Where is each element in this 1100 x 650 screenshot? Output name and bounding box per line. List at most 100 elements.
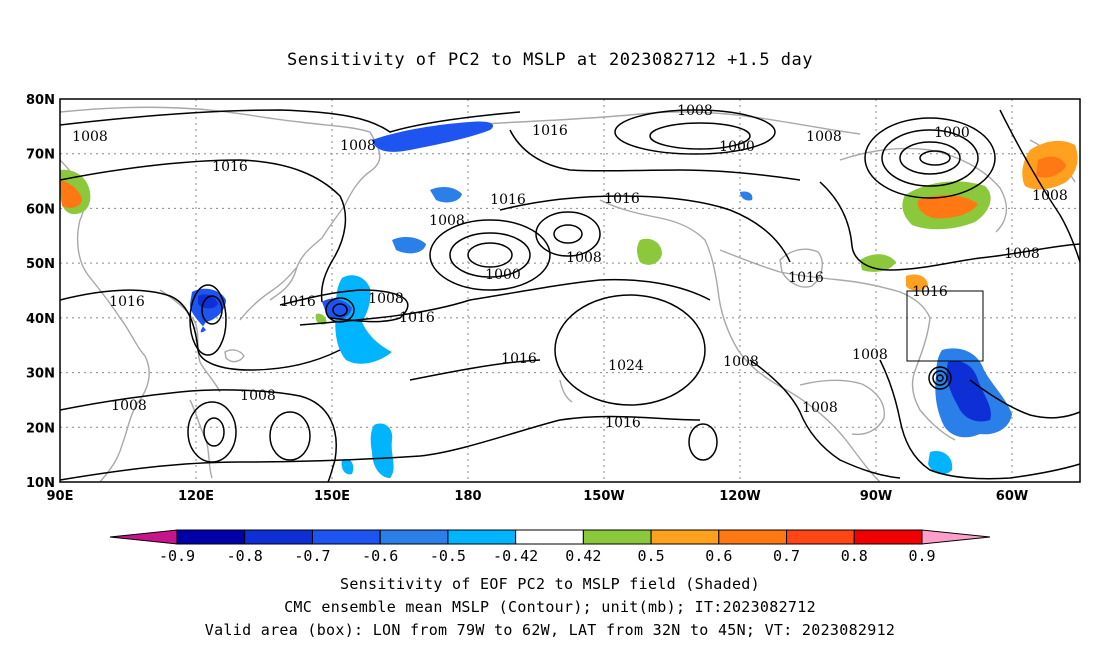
shade-patch xyxy=(60,180,82,208)
contour-label: 1008 xyxy=(802,400,838,416)
contour-label: 1008 xyxy=(111,398,147,414)
colorbar-over-triangle xyxy=(921,529,991,545)
coastline-path xyxy=(239,267,297,321)
caption-shading: Sensitivity of EOF PC2 to MSLP field (Sh… xyxy=(340,575,760,593)
shade-patch xyxy=(928,450,953,475)
shade-patch xyxy=(740,191,753,201)
contour-line xyxy=(59,289,341,371)
colorbar-tick-label: 0.7 xyxy=(773,547,800,565)
colorbar-swatch xyxy=(582,529,652,545)
contour-label: 1008 xyxy=(368,291,404,307)
coastline-path xyxy=(719,249,956,441)
contour-label: 1016 xyxy=(109,294,145,310)
contour-line xyxy=(59,159,347,303)
contour-label: 1016 xyxy=(280,294,316,310)
contour-line xyxy=(881,129,979,187)
contour-line xyxy=(499,195,791,263)
colorbar-tick-label: 0.8 xyxy=(841,547,868,565)
colorbar-swatch xyxy=(447,529,517,545)
contour-label: 1024 xyxy=(608,358,644,374)
contour-label: 1008 xyxy=(72,129,108,145)
contour-line xyxy=(409,359,541,381)
shade-patch xyxy=(946,360,991,422)
contour-line xyxy=(59,109,521,133)
lon-tick-label: 90W xyxy=(860,489,892,504)
lon-tick-label: 120W xyxy=(719,489,760,504)
contour-label: 1016 xyxy=(788,270,824,286)
colorbar-swatch xyxy=(379,529,449,545)
coastline-path xyxy=(224,349,245,363)
contour-line xyxy=(509,129,801,181)
contour-label: 1000 xyxy=(719,139,755,155)
lon-tick-label: 120E xyxy=(178,489,214,504)
contour-line xyxy=(189,284,227,356)
contour-label: 1008 xyxy=(723,354,759,370)
caption-valid-area: Valid area (box): LON from 79W to 62W, L… xyxy=(204,621,896,639)
contour-line xyxy=(203,417,225,447)
lat-tick-label: 50N xyxy=(26,257,55,272)
colorbar-tick-labels: -0.9 -0.8 -0.7 -0.6 -0.5 -0.42 0.42 0.5 0.6 0.7 0.… xyxy=(159,547,936,565)
lat-tick-label: 30N xyxy=(26,367,55,382)
contour-line xyxy=(449,232,531,278)
colorbar-swatch xyxy=(718,529,788,545)
shade-patch xyxy=(341,458,354,475)
contour-label: 1016 xyxy=(604,191,640,207)
colorbar-tick-label: 0.9 xyxy=(908,547,935,565)
contour-line xyxy=(59,415,701,481)
shade-patch xyxy=(917,195,978,219)
contour-label: 1008 xyxy=(1032,188,1068,204)
contour-line xyxy=(269,411,311,461)
contour-line xyxy=(59,389,337,483)
contour-label: 1008 xyxy=(429,213,465,229)
contour-label: 1016 xyxy=(490,192,526,208)
colorbar-tick-label: -0.6 xyxy=(362,547,398,565)
colorbar-under-triangle xyxy=(109,529,178,545)
contour-line xyxy=(928,366,952,390)
lat-tick-label: 40N xyxy=(26,312,55,327)
coastline-path xyxy=(59,159,150,483)
lat-tick-label: 20N xyxy=(26,421,55,436)
lat-tick-label: 60N xyxy=(26,202,55,217)
lat-tick-label: 80N xyxy=(26,93,55,108)
colorbar-swatch xyxy=(853,529,923,545)
contour-label: 1016 xyxy=(212,159,248,175)
shade-patch xyxy=(315,313,327,325)
contour-labels: 1008 1016 1008 1016 1008 1000 1008 1000 … xyxy=(72,103,1068,431)
lon-tick-label: 90E xyxy=(47,489,74,504)
shade-patch xyxy=(392,236,426,254)
colorbar-swatch xyxy=(650,529,720,545)
coastline-path xyxy=(799,379,885,436)
mslp-contours xyxy=(59,109,1081,483)
contour-label: 1016 xyxy=(501,351,537,367)
caption-contour: CMC ensemble mean MSLP (Contour); unit(m… xyxy=(284,598,816,616)
contour-line xyxy=(467,242,513,268)
lat-tick-label: 10N xyxy=(26,476,55,491)
colorbar-swatch xyxy=(311,529,381,545)
coastline-path xyxy=(779,248,823,288)
contour-line xyxy=(553,224,583,244)
contour-line xyxy=(819,181,1081,271)
contour-label: 1008 xyxy=(340,138,376,154)
lon-tick-label: 150W xyxy=(583,489,624,504)
lon-tick-label: 60W xyxy=(996,489,1028,504)
contour-line xyxy=(688,423,718,461)
colorbar-swatch xyxy=(244,529,313,545)
colorbar-tick-label: -0.9 xyxy=(159,547,195,565)
coastline-path xyxy=(559,379,573,403)
contour-label: 1000 xyxy=(485,267,521,283)
shade-patch xyxy=(335,275,392,364)
colorbar-swatch xyxy=(176,529,246,545)
lat-tick-label: 70N xyxy=(26,148,55,163)
colorbar-tick-label: -0.8 xyxy=(227,547,263,565)
shade-patch xyxy=(906,274,928,291)
contour-line xyxy=(749,359,901,479)
colorbar-tick-label: -0.5 xyxy=(430,547,466,565)
valid-area-box xyxy=(906,290,984,362)
colorbar-tick-label: 0.42 xyxy=(565,547,601,565)
coastline-path xyxy=(839,147,1007,233)
coastline-path xyxy=(159,289,221,393)
contour-label: 1016 xyxy=(399,310,435,326)
shade-patch xyxy=(372,121,494,152)
